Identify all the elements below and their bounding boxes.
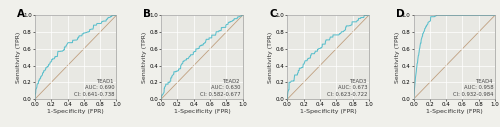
Text: TEAD2
AUC: 0.630
CI: 0.582-0.677: TEAD2 AUC: 0.630 CI: 0.582-0.677	[200, 79, 241, 97]
Y-axis label: Sensitivity (TPR): Sensitivity (TPR)	[268, 31, 274, 83]
X-axis label: 1-Specificity (FPR): 1-Specificity (FPR)	[48, 109, 104, 114]
Text: TEAD3
AUC: 0.673
CI: 0.623-0.722: TEAD3 AUC: 0.673 CI: 0.623-0.722	[326, 79, 367, 97]
X-axis label: 1-Specificity (FPR): 1-Specificity (FPR)	[426, 109, 482, 114]
Text: D: D	[396, 9, 404, 19]
Text: TEAD4
AUC: 0.958
CI: 0.932-0.984: TEAD4 AUC: 0.958 CI: 0.932-0.984	[453, 79, 494, 97]
Text: B: B	[144, 9, 152, 19]
Text: A: A	[17, 9, 25, 19]
X-axis label: 1-Specificity (FPR): 1-Specificity (FPR)	[300, 109, 356, 114]
Text: TEAD1
AUC: 0.690
CI: 0.641-0.738: TEAD1 AUC: 0.690 CI: 0.641-0.738	[74, 79, 115, 97]
Y-axis label: Sensitivity (TPR): Sensitivity (TPR)	[16, 31, 21, 83]
Text: C: C	[270, 9, 277, 19]
X-axis label: 1-Specificity (FPR): 1-Specificity (FPR)	[174, 109, 231, 114]
Y-axis label: Sensitivity (TPR): Sensitivity (TPR)	[394, 31, 400, 83]
Y-axis label: Sensitivity (TPR): Sensitivity (TPR)	[142, 31, 147, 83]
